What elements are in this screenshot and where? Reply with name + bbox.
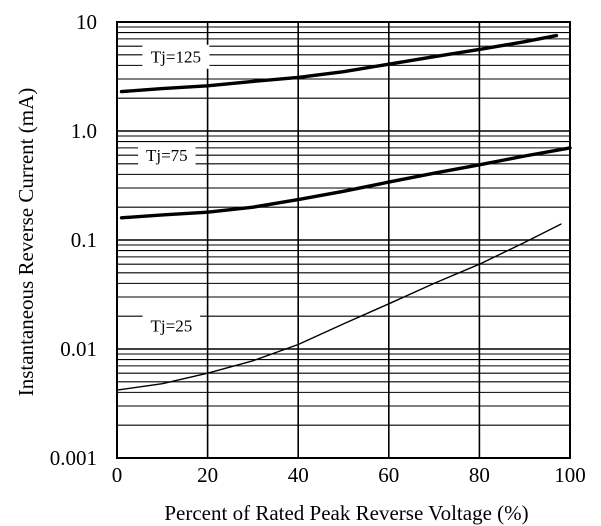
series-label: Tj=125 xyxy=(151,48,201,67)
grid xyxy=(117,22,570,458)
plot-frame xyxy=(116,21,571,459)
x-tick-label: 100 xyxy=(554,463,586,487)
x-axis-ticks: 0 20 40 60 80 100 xyxy=(112,463,586,487)
series-label-box xyxy=(142,313,201,338)
y-tick-label: 10 xyxy=(76,10,97,34)
series-lines xyxy=(116,33,572,391)
series-label: Tj=75 xyxy=(146,146,188,165)
series-line-1 xyxy=(119,33,559,94)
x-tick-label: 20 xyxy=(197,463,218,487)
series-labels: Tj=125 Tj=75 Tj=25 xyxy=(138,44,210,338)
x-tick-label: 80 xyxy=(469,463,490,487)
series-label-box xyxy=(142,44,210,69)
x-tick-label: 60 xyxy=(378,463,399,487)
y-axis-label: Instantaneous Reverse Current (mA) xyxy=(14,88,38,397)
y-tick-label: 1.0 xyxy=(71,119,97,143)
y-tick-label: 0.01 xyxy=(60,337,97,361)
series-line-3 xyxy=(116,223,562,391)
series-line-2 xyxy=(119,146,572,220)
series-label-box xyxy=(138,143,196,168)
y-axis-ticks: 0.001 0.01 0.1 1.0 10 xyxy=(50,10,97,470)
x-tick-label: 40 xyxy=(288,463,309,487)
x-tick-label: 0 xyxy=(112,463,123,487)
series-label: Tj=25 xyxy=(151,316,193,335)
x-axis-label: Percent of Rated Peak Reverse Voltage (%… xyxy=(164,501,528,525)
y-tick-label: 0.1 xyxy=(71,228,97,252)
y-tick-label: 0.001 xyxy=(50,446,97,470)
